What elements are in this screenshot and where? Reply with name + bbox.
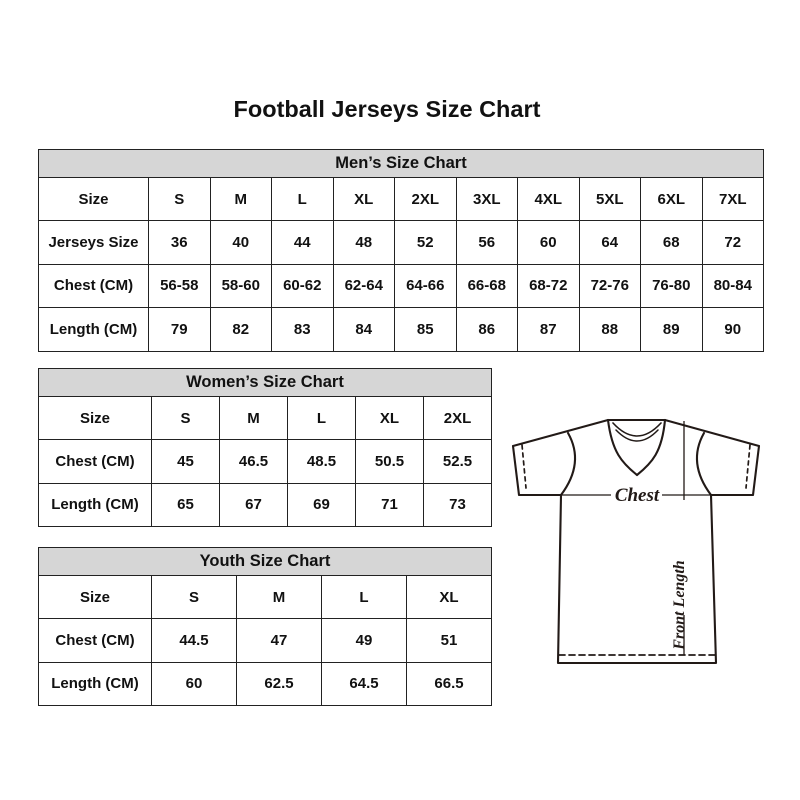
svg-text:Chest: Chest (615, 485, 660, 506)
svg-text:Front Length: Front Length (671, 560, 688, 650)
